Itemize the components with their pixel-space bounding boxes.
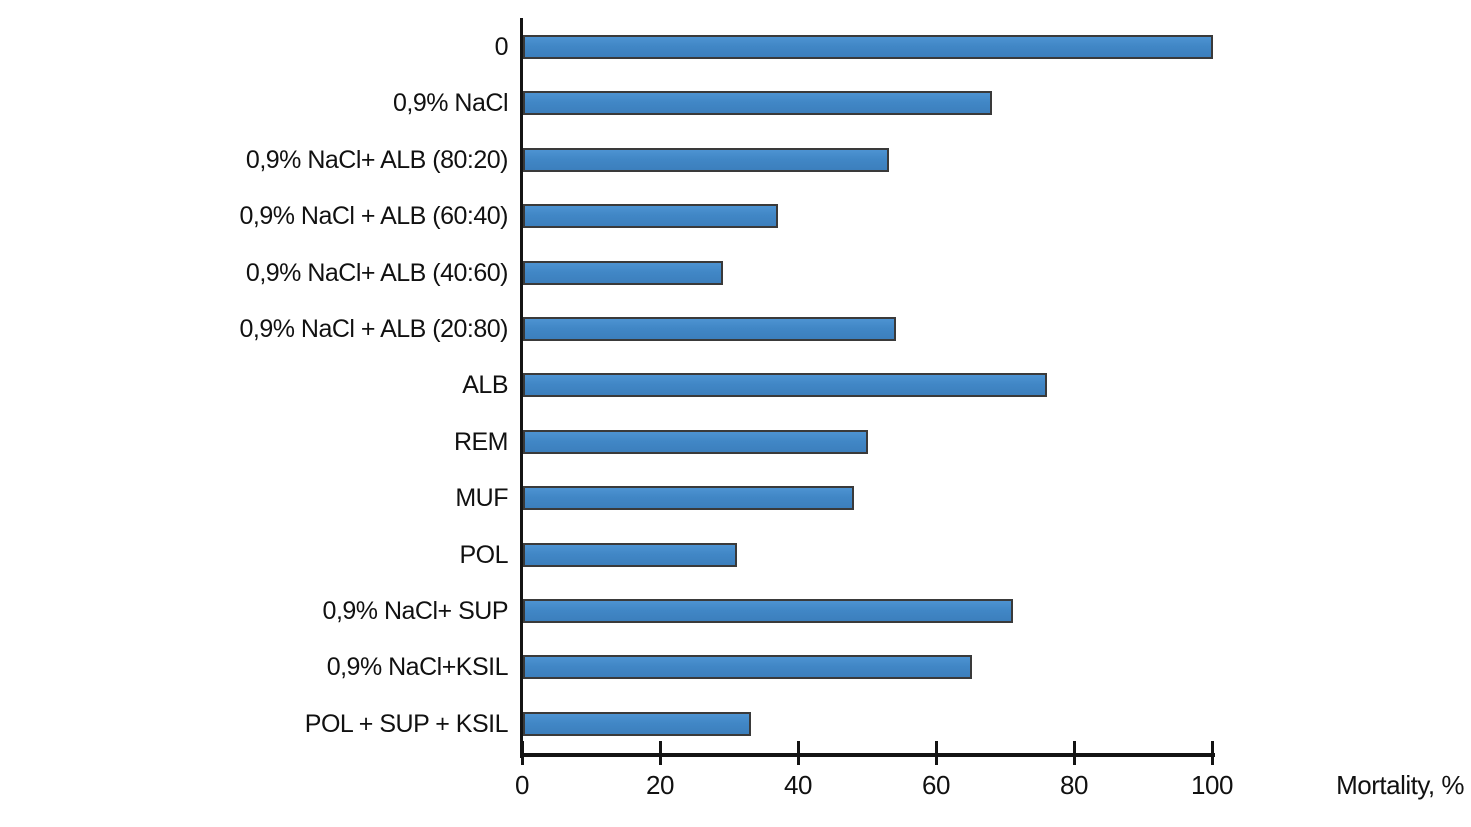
x-tick-label-100: 100: [1191, 770, 1233, 800]
bar-7: [523, 429, 868, 454]
category-label: MUF: [455, 484, 508, 513]
x-tick-mark-0: [520, 741, 524, 765]
bar-8: [523, 486, 855, 511]
bar-11: [523, 655, 972, 680]
category-label: POL: [459, 540, 508, 569]
x-tick-label-40: 40: [784, 770, 812, 800]
x-axis-title: Mortality, %: [1336, 770, 1464, 800]
category-label: 0: [494, 33, 509, 61]
x-tick-label-80: 80: [1060, 770, 1088, 800]
bar-1: [523, 91, 993, 116]
bar-12: [523, 711, 751, 736]
x-tick-mark-40: [796, 741, 800, 765]
bar-10: [523, 599, 1013, 623]
bar-6: [523, 373, 1048, 398]
category-label: 0,9% NaCl+ ALB (40:60): [245, 258, 509, 287]
bar-5: [523, 317, 896, 341]
category-label: ALB: [462, 371, 508, 400]
bar-2: [523, 147, 889, 172]
bar-9: [523, 542, 737, 567]
category-label: 0,9% NaCl+ SUP: [322, 597, 509, 625]
x-axis-line: [520, 753, 1215, 757]
category-label: REM: [453, 427, 509, 456]
x-tick-mark-20: [658, 741, 662, 765]
category-label: POL + SUP + KSIL: [304, 709, 509, 738]
x-tick-label-20: 20: [646, 770, 674, 800]
bar-3: [523, 204, 779, 229]
category-label: 0,9% NaCl + ALB (60:40): [239, 202, 508, 231]
bar-0: [523, 35, 1213, 59]
category-label: 0,9% NaCl+KSIL: [326, 653, 509, 682]
x-tick-mark-100: [1210, 741, 1214, 765]
bar-4: [523, 260, 724, 285]
x-tick-label-0: 0: [515, 770, 529, 800]
category-label: 0,9% NaCl + ALB (20:80): [239, 315, 508, 343]
y-axis-line: [520, 18, 523, 758]
category-label: 0,9% NaCl+ ALB (80:20): [245, 145, 509, 174]
x-tick-mark-80: [1072, 741, 1076, 765]
x-tick-mark-60: [934, 741, 938, 765]
category-label: 0,9% NaCl: [393, 89, 509, 118]
x-tick-label-60: 60: [922, 770, 950, 800]
